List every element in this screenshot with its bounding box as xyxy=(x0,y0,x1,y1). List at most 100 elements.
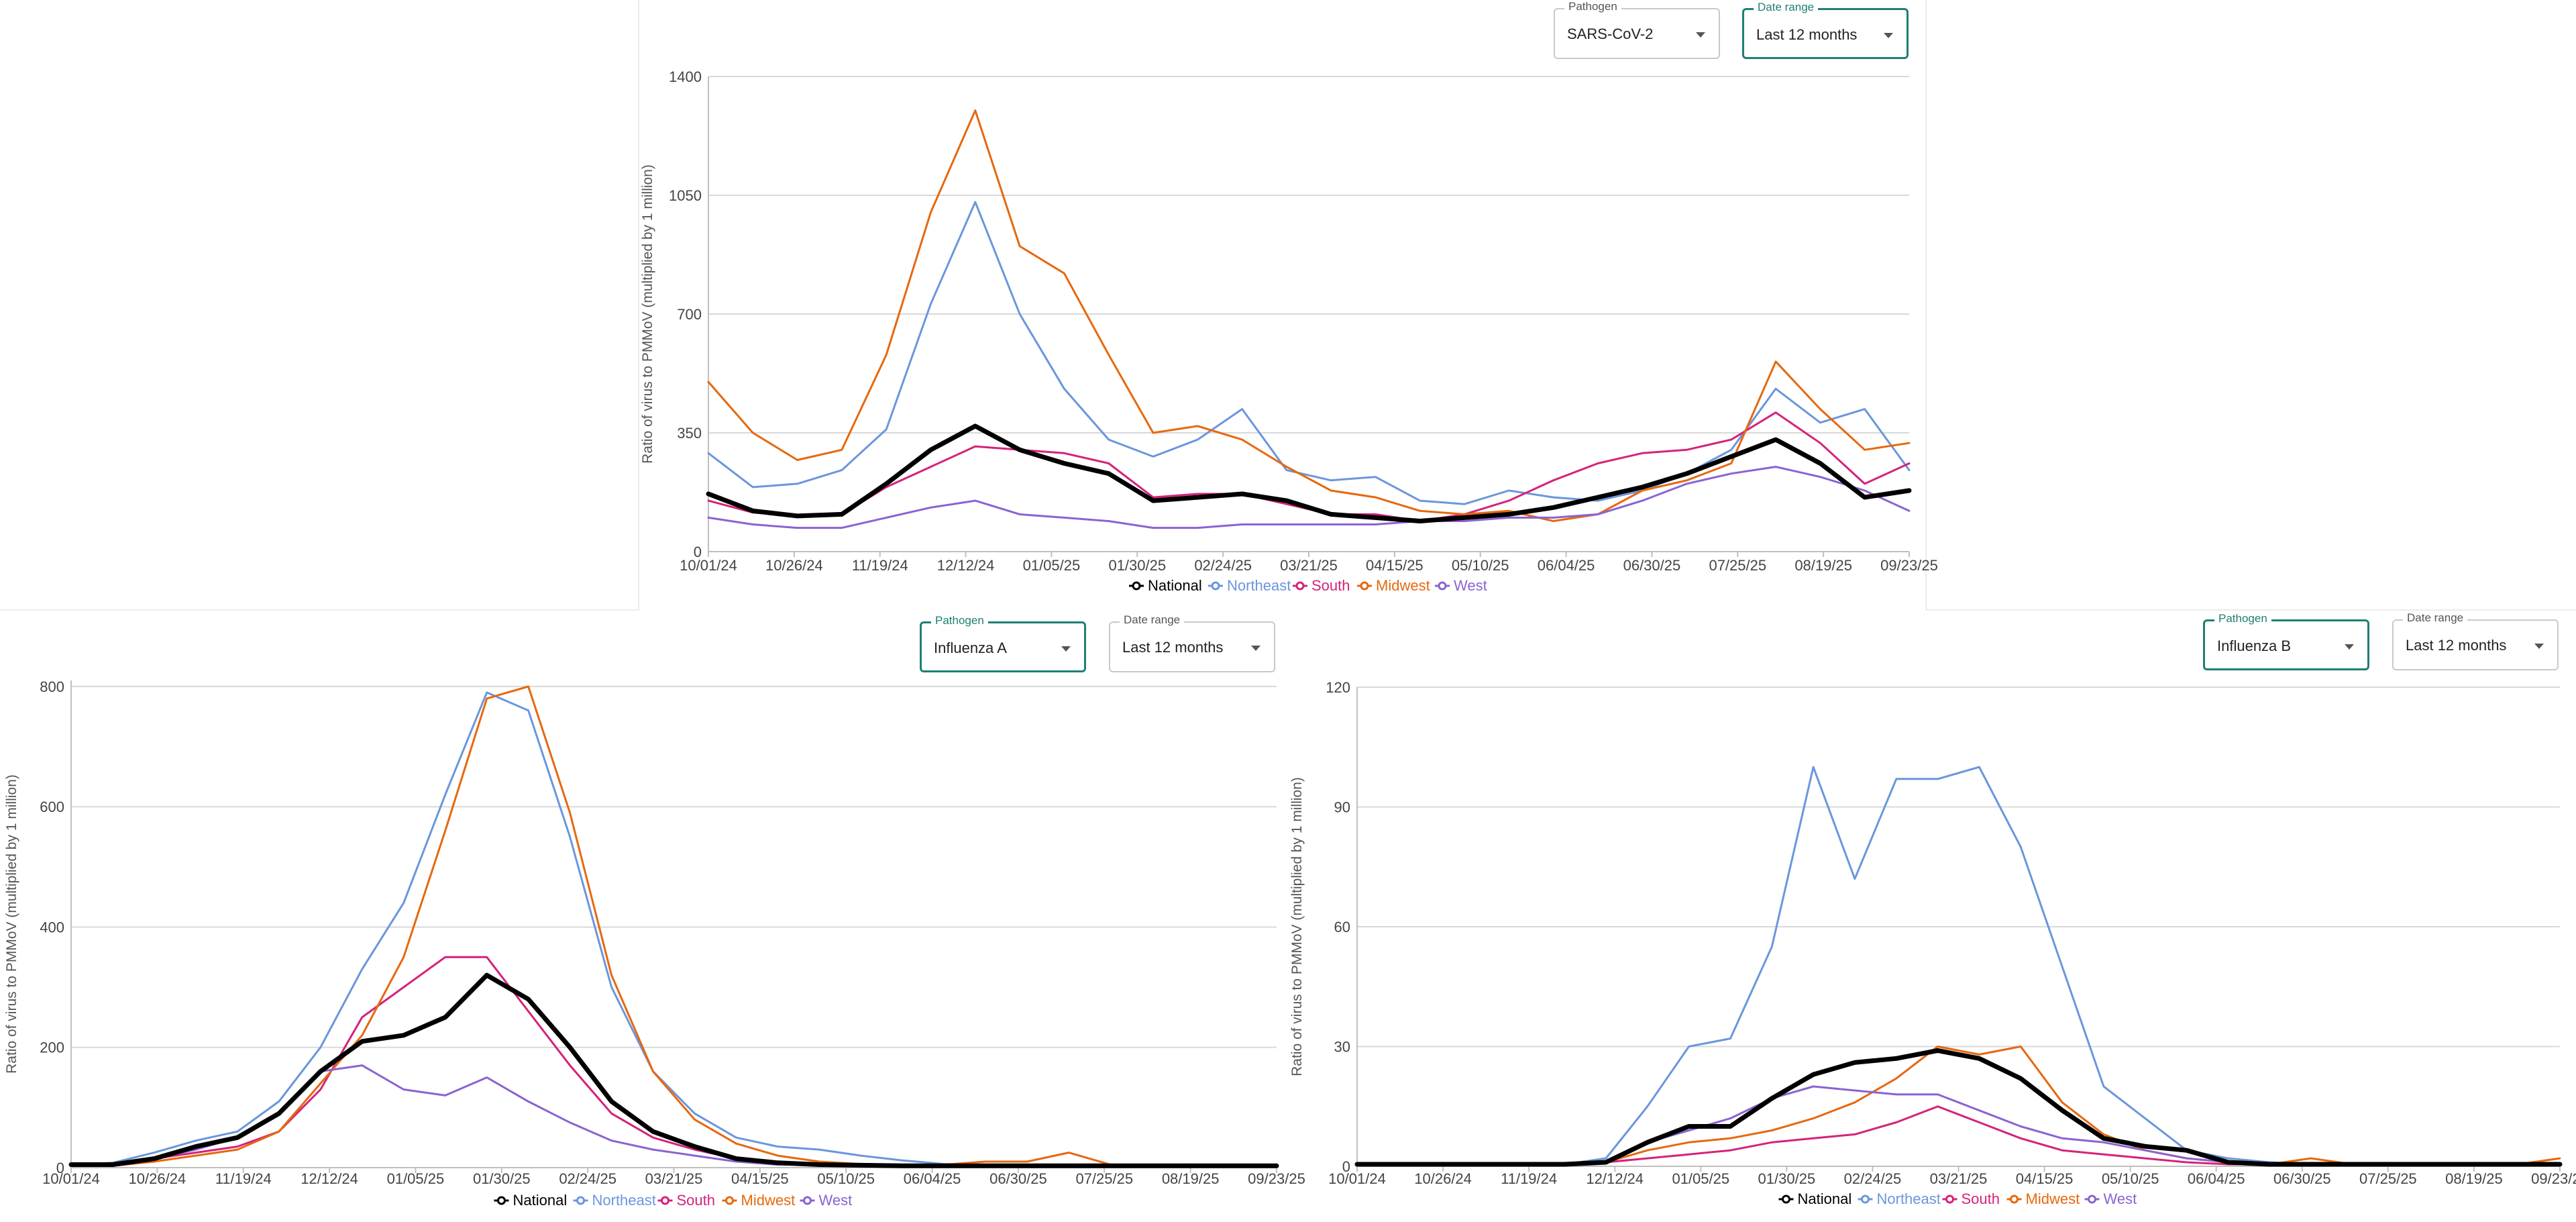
y-tick-label: 800 xyxy=(40,678,64,695)
pathogen-select[interactable]: Pathogen Influenza A xyxy=(920,614,1086,672)
legend-item-midwest[interactable]: Midwest xyxy=(1357,577,1430,594)
y-tick-label: 120 xyxy=(1326,679,1350,696)
legend-swatch-marker xyxy=(576,1196,585,1205)
legend-item-northeast[interactable]: Northeast xyxy=(1858,1190,1941,1207)
x-tick-label: 01/05/25 xyxy=(1023,557,1081,574)
pathogen-select-label: Pathogen xyxy=(2214,612,2271,625)
y-tick-label: 0 xyxy=(694,544,702,560)
legend-label: South xyxy=(1311,577,1350,594)
x-tick-label: 01/30/25 xyxy=(473,1170,531,1187)
chevron-down-icon xyxy=(1884,33,1893,38)
y-tick-label: 700 xyxy=(677,306,702,323)
pathogen-select-label: Pathogen xyxy=(931,614,988,627)
x-tick-label: 12/12/24 xyxy=(301,1170,358,1187)
legend-label: National xyxy=(1798,1190,1852,1207)
legend-item-west[interactable]: West xyxy=(1435,577,1487,594)
date-range-select-label: Date range xyxy=(1754,1,1819,14)
series-line-national[interactable] xyxy=(706,423,1912,523)
pathogen-select[interactable]: Pathogen Influenza B xyxy=(2203,612,2369,670)
legend-label: Midwest xyxy=(741,1192,796,1209)
x-tick-label: 01/30/25 xyxy=(1108,557,1166,574)
legend-swatch-marker xyxy=(1295,581,1305,591)
x-tick-label: 06/04/25 xyxy=(904,1170,961,1187)
x-tick-label: 04/15/25 xyxy=(731,1170,789,1187)
y-tick-label: 200 xyxy=(40,1039,64,1056)
y-tick-label: 1400 xyxy=(669,68,702,85)
legend-item-midwest[interactable]: Midwest xyxy=(2006,1190,2080,1207)
y-axis-label: Ratio of virus to PMMoV (multiplied by 1… xyxy=(1289,777,1305,1076)
date-range-select[interactable]: Date range Last 12 months xyxy=(2392,611,2559,670)
x-tick-label: 10/26/24 xyxy=(1414,1170,1472,1187)
x-tick-label: 07/25/25 xyxy=(1075,1170,1133,1187)
date-range-select[interactable]: Date range Last 12 months xyxy=(1742,1,1909,59)
x-tick-label: 11/19/24 xyxy=(1501,1170,1557,1187)
legend-item-national[interactable]: National xyxy=(1778,1190,1852,1207)
x-tick-label: 04/15/25 xyxy=(2016,1170,2074,1187)
x-tick-label: 04/15/25 xyxy=(1366,557,1424,574)
series-line-northeast[interactable] xyxy=(1356,766,2561,1166)
x-tick-label: 06/30/25 xyxy=(989,1170,1047,1187)
x-tick-label: 02/24/25 xyxy=(559,1170,616,1187)
x-tick-label: 07/25/25 xyxy=(1709,557,1766,574)
series-line-south[interactable] xyxy=(1356,1105,2561,1166)
series-line-midwest[interactable] xyxy=(1356,1046,2561,1166)
legend-swatch-marker xyxy=(2088,1194,2096,1204)
y-tick-label: 0 xyxy=(56,1160,64,1176)
legend-label: Midwest xyxy=(1376,577,1430,594)
legend-item-west[interactable]: West xyxy=(2084,1190,2137,1207)
legend-label: Northeast xyxy=(592,1192,656,1209)
series-line-northeast[interactable] xyxy=(707,201,1911,505)
legend-item-national[interactable]: National xyxy=(1129,577,1202,594)
y-tick-label: 600 xyxy=(40,799,64,815)
x-tick-label: 06/04/25 xyxy=(1538,557,1595,574)
legend-item-south[interactable]: South xyxy=(1293,577,1350,594)
y-axis-label: Ratio of virus to PMMoV (multiplied by 1… xyxy=(640,164,655,464)
legend-item-south[interactable]: South xyxy=(657,1192,716,1209)
y-tick-label: 60 xyxy=(1334,919,1350,935)
legend-item-south[interactable]: South xyxy=(1942,1190,2000,1207)
date-range-select-value: Last 12 months xyxy=(1122,639,1224,656)
date-range-select-value: Last 12 months xyxy=(1756,26,1858,43)
series-line-midwest[interactable] xyxy=(70,685,1278,1167)
legend-swatch-marker xyxy=(1211,581,1220,591)
x-tick-label: 10/01/24 xyxy=(42,1170,100,1187)
pathogen-select[interactable]: Pathogen SARS-CoV-2 xyxy=(1554,0,1720,59)
legend-item-west[interactable]: West xyxy=(800,1192,853,1209)
legend-label: Northeast xyxy=(1227,577,1291,594)
legend-item-northeast[interactable]: Northeast xyxy=(573,1192,656,1209)
pathogen-select-value: SARS-CoV-2 xyxy=(1567,26,1654,42)
x-tick-label: 08/19/25 xyxy=(1162,1170,1220,1187)
legend-swatch-marker xyxy=(2010,1194,2019,1204)
series-line-midwest[interactable] xyxy=(707,109,1911,522)
x-tick-label: 12/12/24 xyxy=(1586,1170,1644,1187)
chevron-down-icon xyxy=(2345,644,2354,650)
panel-divider-top-right xyxy=(1925,609,2576,611)
x-tick-label: 07/25/25 xyxy=(2359,1170,2417,1187)
y-tick-label: 350 xyxy=(677,425,702,442)
series-line-west[interactable] xyxy=(1356,1085,2561,1166)
legend-item-northeast[interactable]: Northeast xyxy=(1208,577,1291,594)
legend-label: West xyxy=(1454,577,1487,594)
pathogen-select-value: Influenza A xyxy=(934,640,1007,656)
legend-swatch-marker xyxy=(1861,1194,1870,1204)
legend-item-midwest[interactable]: Midwest xyxy=(722,1192,796,1209)
x-tick-label: 11/19/24 xyxy=(215,1170,272,1187)
pathogen-select-value: Influenza B xyxy=(2217,638,2292,654)
series-line-national[interactable] xyxy=(68,972,1279,1168)
legend-label: National xyxy=(513,1192,568,1209)
series-line-west[interactable] xyxy=(707,466,1911,529)
legend-swatch-marker xyxy=(1132,581,1141,591)
date-range-select[interactable]: Date range Last 12 months xyxy=(1109,613,1275,672)
legend-item-national[interactable]: National xyxy=(494,1192,568,1209)
legend-swatch-marker xyxy=(1360,581,1369,591)
x-tick-label: 10/26/24 xyxy=(765,557,823,574)
x-tick-label: 01/05/25 xyxy=(387,1170,445,1187)
series-line-national[interactable] xyxy=(1354,1048,2563,1167)
chevron-down-icon xyxy=(2534,644,2544,649)
x-tick-label: 03/21/25 xyxy=(1280,557,1338,574)
legend-label: West xyxy=(819,1192,853,1209)
legend-label: South xyxy=(677,1192,716,1209)
legend-swatch-marker xyxy=(1438,581,1447,591)
